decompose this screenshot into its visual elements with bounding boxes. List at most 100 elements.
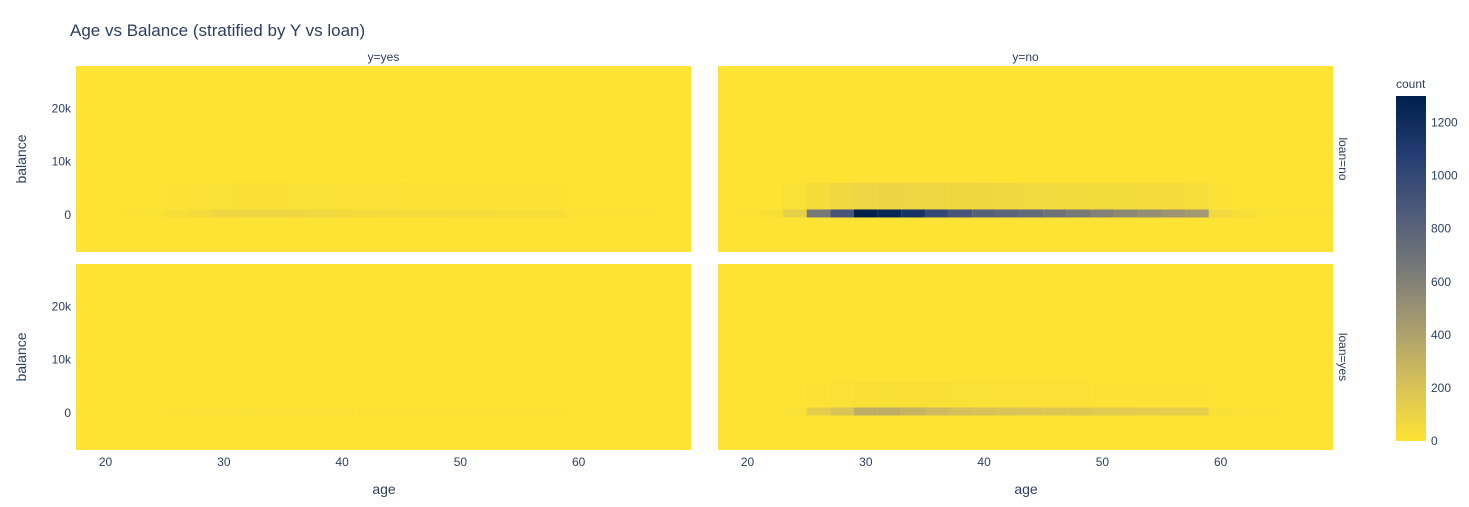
heatmap-cell — [93, 209, 118, 218]
heatmap-cell — [141, 209, 165, 218]
heatmap-cell — [759, 407, 784, 416]
heatmap-cell — [972, 182, 996, 210]
heatmap-cell — [543, 380, 567, 408]
heatmap-cell — [1114, 407, 1138, 416]
x-tick-label: 40 — [335, 455, 349, 469]
heatmap-cell — [735, 182, 760, 210]
colorbar-tick-label: 400 — [1431, 328, 1451, 342]
heatmap-cell — [1066, 380, 1091, 408]
colorbar-title: count — [1396, 77, 1426, 91]
heatmap-cell — [212, 407, 236, 416]
heatmap-cell — [1114, 182, 1138, 210]
x-tick-label: 40 — [977, 455, 991, 469]
heatmap-cell — [235, 182, 260, 210]
x-tick-label: 50 — [1096, 455, 1110, 469]
heatmap-cell — [1043, 209, 1067, 218]
y-tick-label: 0 — [64, 208, 71, 222]
heatmap-cell — [141, 380, 165, 408]
x-tick-label: 20 — [741, 455, 755, 469]
heatmap-cell — [519, 209, 544, 218]
heatmap-cell — [330, 182, 354, 210]
heatmap-cell — [877, 380, 902, 408]
heatmap-cell — [164, 380, 189, 408]
heatmap-cell — [1137, 209, 1162, 218]
axes: 0 10k 20k 0 10k 20k 20 30 40 50 60 20 30 40 50 60 — [52, 102, 1228, 469]
heatmap-cell — [259, 209, 283, 218]
heatmap-cell — [661, 407, 686, 416]
colorbar-tick-label: 600 — [1431, 275, 1451, 289]
heatmap-cell — [188, 407, 213, 416]
heatmap-cell — [353, 380, 378, 408]
heatmap-cell — [995, 407, 1020, 416]
heatmap-cell — [1232, 380, 1257, 408]
heatmap-cell — [1256, 209, 1280, 218]
panel-background — [718, 66, 1333, 252]
chart-title: Age vs Balance (stratified by Y vs loan) — [70, 21, 365, 40]
heatmap-cell — [424, 209, 449, 218]
heatmap-cell — [1232, 182, 1257, 210]
heatmap-cell — [1137, 407, 1162, 416]
facet-label-column: y=no — [1012, 50, 1039, 64]
heatmap-cell — [448, 209, 473, 218]
colorbar-tick-label: 200 — [1431, 381, 1451, 395]
heatmap-cell — [1185, 380, 1209, 408]
colorbar-tick-label: 0 — [1431, 434, 1438, 448]
heatmap-cell — [995, 380, 1020, 408]
heatmap-cell — [1090, 380, 1115, 408]
y-tick-label: 20k — [52, 102, 72, 116]
heatmap-cell — [401, 380, 425, 408]
x-tick-label: 60 — [1214, 455, 1228, 469]
heatmap-panel — [76, 66, 691, 252]
colorbar-tick-label: 1000 — [1431, 169, 1458, 183]
heatmap-cell — [1303, 407, 1328, 416]
heatmap-cell — [759, 380, 784, 408]
heatmap-cell — [495, 182, 520, 210]
heatmap-cell — [566, 407, 591, 416]
heatmap-cell — [1137, 182, 1162, 210]
heatmap-cell — [1019, 182, 1044, 210]
heatmap-cell — [924, 407, 949, 416]
heatmap-cell — [282, 209, 307, 218]
heatmap-cell — [759, 182, 784, 210]
heatmap-cell — [806, 380, 831, 408]
heatmap-cell — [590, 407, 615, 416]
heatmap-cell — [972, 209, 996, 218]
heatmap-cell — [1161, 407, 1186, 416]
heatmap-cell — [117, 407, 142, 416]
heatmap-cell — [1303, 209, 1328, 218]
heatmap-cell — [830, 407, 855, 416]
facet-label-row: loan=yes — [1336, 333, 1350, 381]
heatmap-cell — [377, 380, 402, 408]
heatmap-cell — [661, 380, 686, 408]
heatmap-cell — [495, 407, 520, 416]
colorbar-ticks: 0 200 400 600 800 1000 1200 — [1431, 116, 1458, 448]
heatmap-cell — [901, 380, 925, 408]
heatmap-cell — [330, 380, 354, 408]
heatmap-cell — [401, 182, 425, 210]
heatmap-cell — [759, 209, 784, 218]
heatmap-cell — [330, 407, 354, 416]
facet-labels: y=yes y=no loan=no loan=yes — [368, 50, 1350, 381]
heatmap-cell — [1256, 407, 1280, 416]
heatmap-cell — [1066, 407, 1091, 416]
heatmap-cell — [877, 182, 902, 210]
heatmap-cell — [1090, 209, 1115, 218]
heatmap-cell — [235, 407, 260, 416]
heatmap-cell — [1303, 182, 1328, 210]
heatmap-cell — [259, 380, 283, 408]
heatmap-cell — [614, 407, 638, 416]
heatmap-cell — [424, 380, 449, 408]
heatmap-cell — [543, 182, 567, 210]
heatmap-panels — [76, 66, 1333, 450]
heatmap-cell — [164, 407, 189, 416]
panel-background — [76, 264, 691, 450]
heatmap-cell — [590, 209, 615, 218]
heatmap-cell — [1066, 182, 1091, 210]
heatmap-cell — [1137, 380, 1162, 408]
heatmap-cell — [353, 209, 378, 218]
heatmap-cell — [401, 209, 425, 218]
heatmap-cell — [854, 182, 878, 210]
heatmap-cell — [948, 209, 973, 218]
heatmap-cell — [212, 182, 236, 210]
heatmap-cell — [259, 407, 283, 416]
